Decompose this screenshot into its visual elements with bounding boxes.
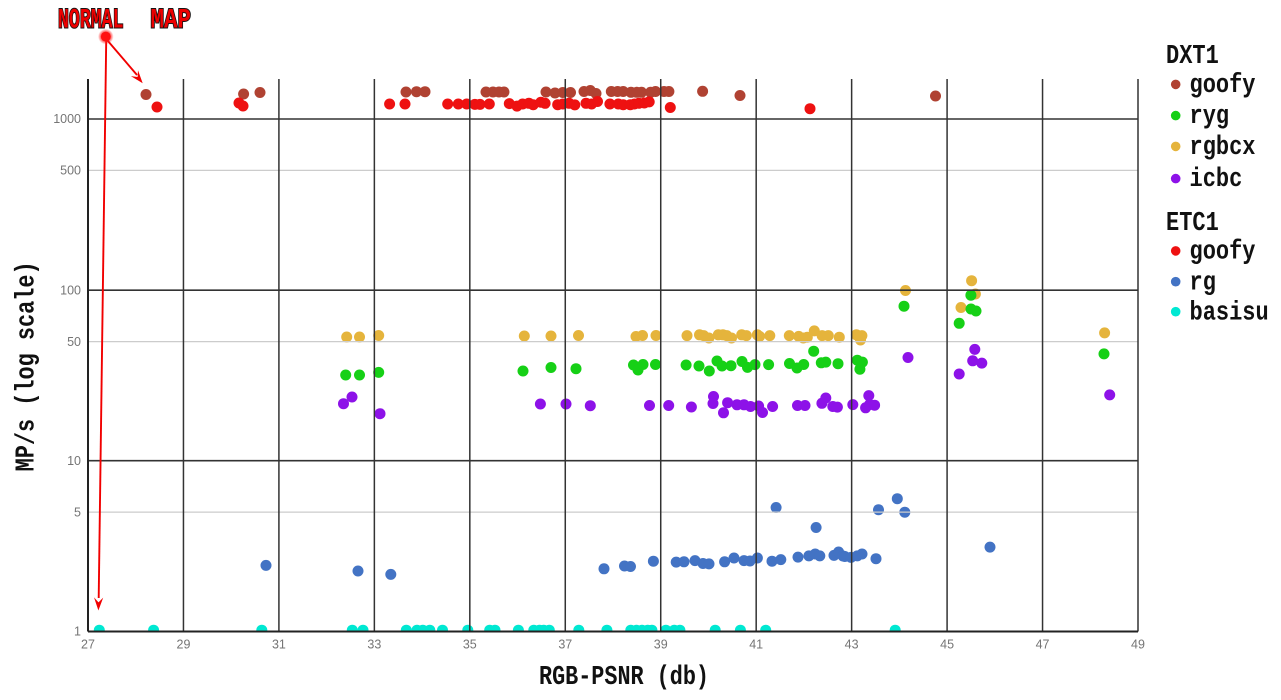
- svg-text:100: 100: [60, 283, 81, 297]
- svg-text:MAP: MAP: [151, 6, 192, 36]
- svg-text:45: 45: [940, 638, 954, 652]
- svg-text:NORMAL: NORMAL: [58, 6, 124, 36]
- svg-text:43: 43: [845, 638, 859, 652]
- svg-text:ryg: ryg: [1190, 102, 1230, 132]
- svg-text:rgbcx: rgbcx: [1190, 133, 1256, 163]
- svg-text:icbc: icbc: [1190, 165, 1243, 195]
- svg-text:35: 35: [463, 638, 477, 652]
- svg-text:basisu: basisu: [1190, 299, 1269, 329]
- svg-text:5: 5: [74, 505, 81, 519]
- svg-text:49: 49: [1131, 638, 1145, 652]
- svg-text:ETC1: ETC1: [1166, 209, 1219, 239]
- svg-text:37: 37: [558, 638, 572, 652]
- svg-text:500: 500: [60, 164, 81, 178]
- svg-text:29: 29: [177, 638, 191, 652]
- svg-text:goofy: goofy: [1190, 71, 1256, 101]
- svg-text:41: 41: [749, 638, 763, 652]
- svg-text:RGB-PSNR (db): RGB-PSNR (db): [539, 663, 709, 693]
- svg-text:47: 47: [1036, 638, 1050, 652]
- svg-text:27: 27: [81, 638, 95, 652]
- svg-text:1000: 1000: [53, 112, 81, 126]
- svg-text:33: 33: [367, 638, 381, 652]
- svg-text:39: 39: [654, 638, 668, 652]
- svg-text:31: 31: [272, 638, 286, 652]
- svg-text:50: 50: [67, 335, 81, 349]
- svg-text:MP/s (log scale): MP/s (log scale): [13, 261, 43, 471]
- svg-text:goofy: goofy: [1190, 238, 1256, 268]
- svg-text:10: 10: [67, 454, 81, 468]
- svg-text:1: 1: [74, 625, 81, 639]
- svg-text:DXT1: DXT1: [1166, 42, 1219, 72]
- svg-text:rg: rg: [1190, 269, 1216, 299]
